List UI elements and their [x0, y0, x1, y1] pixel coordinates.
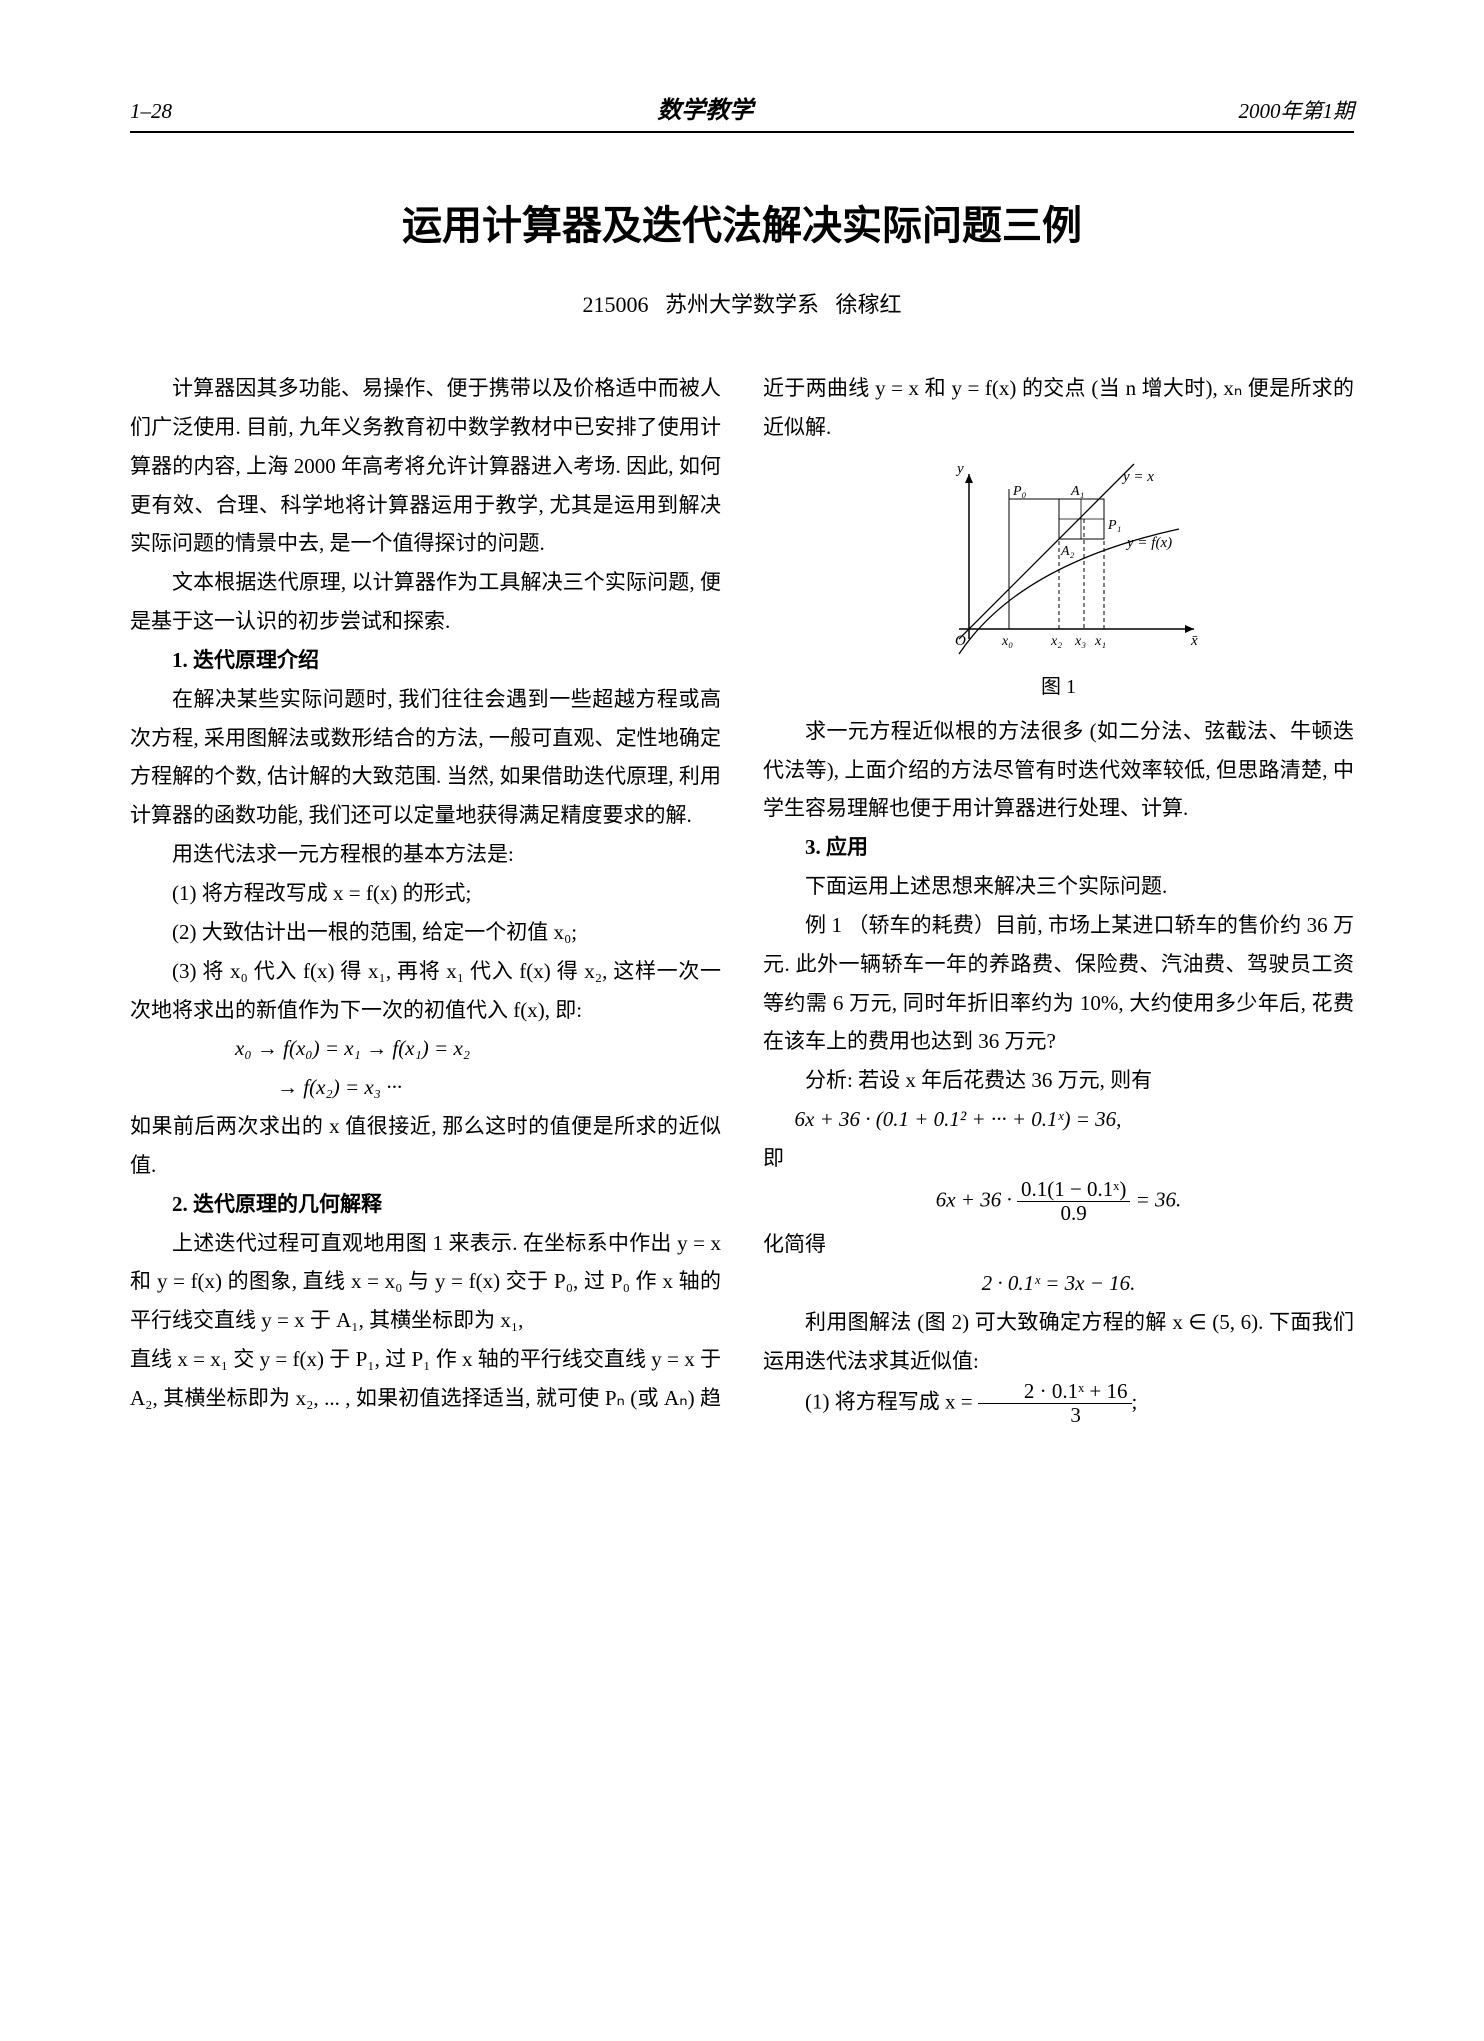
figure-1-svg: y x̄ O y = x y = f(x) P₀ A₁ P₁ A₂ x₀ x₂ …: [909, 459, 1209, 669]
eq-lead: (1) 将方程写成 x =: [805, 1390, 978, 1414]
list-item: (2) 大致估计出一根的范围, 给定一个初值 x₀;: [130, 913, 721, 952]
equation: x₀ → f(x₀) = x₁ → f(x₁) = x₂: [130, 1029, 721, 1068]
fraction-num: 0.1(1 − 0.1ˣ): [1017, 1178, 1130, 1202]
fig-label-yfx: y = f(x): [1125, 535, 1172, 551]
header-left: 1–28: [130, 99, 172, 124]
paragraph: 上述迭代过程可直观地用图 1 来表示. 在坐标系中作出 y = x 和 y = …: [130, 1224, 721, 1341]
byline-affil: 苏州大学数学系: [665, 292, 819, 317]
equation: 6x + 36 · (0.1 + 0.1² + ··· + 0.1ˣ) = 36…: [763, 1100, 1354, 1139]
body-columns: 计算器因其多功能、易操作、便于携带以及价格适中而被人们广泛使用. 目前, 九年义…: [130, 369, 1354, 1428]
page: 1–28 数学教学 2000年第1期 运用计算器及迭代法解决实际问题三例 215…: [0, 0, 1484, 1488]
paragraph: 即: [763, 1139, 1354, 1178]
paragraph: 计算器因其多功能、易操作、便于携带以及价格适中而被人们广泛使用. 目前, 九年义…: [130, 369, 721, 563]
fraction-den: 0.9: [1017, 1202, 1130, 1225]
fig-label-x2: x₂: [1050, 634, 1062, 649]
fig-label-x1: x₁: [1094, 634, 1106, 649]
fig-label-y: y: [955, 461, 964, 477]
equation: 2 · 0.1ˣ = 3x − 16.: [763, 1264, 1354, 1303]
section-heading-2: 2. 迭代原理的几何解释: [130, 1185, 721, 1224]
equation: 6x + 36 · 0.1(1 − 0.1ˣ)0.9 = 36.: [763, 1178, 1354, 1225]
list-item: (1) 将方程改写成 x = f(x) 的形式;: [130, 874, 721, 913]
article-title: 运用计算器及迭代法解决实际问题三例: [130, 193, 1354, 251]
paragraph: 如果前后两次求出的 x 值很接近, 那么这时的值便是所求的近似值.: [130, 1107, 721, 1185]
paragraph: 求一元方程近似根的方法很多 (如二分法、弦截法、牛顿迭代法等), 上面介绍的方法…: [763, 712, 1354, 829]
header-right: 2000年第1期: [1239, 95, 1355, 125]
paragraph: 在解决某些实际问题时, 我们往往会遇到一些超越方程或高次方程, 采用图解法或数形…: [130, 680, 721, 835]
paragraph: 分析: 若设 x 年后花费达 36 万元, 则有: [763, 1061, 1354, 1100]
fig-label-A2: A₂: [1060, 544, 1075, 559]
header-center: 数学教学: [657, 90, 753, 125]
list-item: (3) 将 x₀ 代入 f(x) 得 x₁, 再将 x₁ 代入 f(x) 得 x…: [130, 952, 721, 1030]
eq-tail: ;: [1132, 1390, 1138, 1414]
paragraph: 下面运用上述思想来解决三个实际问题.: [763, 867, 1354, 906]
fig-label-P0: P₀: [1012, 484, 1027, 499]
equation-text: 6x + 36 · (0.1 + 0.1² + ··· + 0.1ˣ) = 36…: [795, 1107, 1122, 1131]
example-1: 例 1 （轿车的耗费）目前, 市场上某进口轿车的售价约 36 万元. 此外一辆轿…: [763, 906, 1354, 1061]
fig-label-x0: x₀: [1001, 634, 1013, 649]
equation: → f(x₂) = x₃ ···: [130, 1068, 721, 1107]
byline-author: 徐稼红: [836, 292, 902, 317]
paragraph: 化简得: [763, 1225, 1354, 1264]
paragraph: 文本根据迭代原理, 以计算器作为工具解决三个实际问题, 便是基于这一认识的初步尝…: [130, 563, 721, 641]
fig-label-x3: x₃: [1074, 634, 1086, 649]
fraction-den: 3: [978, 1404, 1132, 1427]
fig-label-yx: y = x: [1121, 469, 1154, 485]
fig-label-P1: P₁: [1107, 518, 1121, 533]
paragraph: 用迭代法求一元方程根的基本方法是:: [130, 835, 721, 874]
section-heading-1: 1. 迭代原理介绍: [130, 641, 721, 680]
paragraph: 利用图解法 (图 2) 可大致确定方程的解 x ∈ (5, 6). 下面我们运用…: [763, 1303, 1354, 1381]
fraction: 2 · 0.1ˣ + 163: [978, 1380, 1132, 1427]
list-item: (1) 将方程写成 x = 2 · 0.1ˣ + 163;: [763, 1380, 1354, 1427]
fig-label-O: O: [955, 633, 966, 649]
fraction-num: 2 · 0.1ˣ + 16: [978, 1380, 1132, 1404]
equation-text: 2 · 0.1ˣ = 3x − 16.: [982, 1271, 1136, 1295]
page-header: 1–28 数学教学 2000年第1期: [130, 90, 1354, 133]
byline: 215006 苏州大学数学系 徐稼红: [130, 287, 1354, 319]
section-heading-3: 3. 应用: [763, 828, 1354, 867]
fig-label-A1: A₁: [1070, 484, 1084, 499]
fraction: 0.1(1 − 0.1ˣ)0.9: [1017, 1178, 1130, 1225]
byline-code: 215006: [582, 292, 648, 317]
fig-label-xaxis: x̄: [1190, 633, 1198, 649]
figure-1-caption: 图 1: [763, 669, 1354, 706]
eq-rhs: = 36.: [1130, 1187, 1181, 1211]
figure-1: y x̄ O y = x y = f(x) P₀ A₁ P₁ A₂ x₀ x₂ …: [763, 459, 1354, 706]
eq-lhs: 6x + 36 ·: [936, 1187, 1017, 1211]
